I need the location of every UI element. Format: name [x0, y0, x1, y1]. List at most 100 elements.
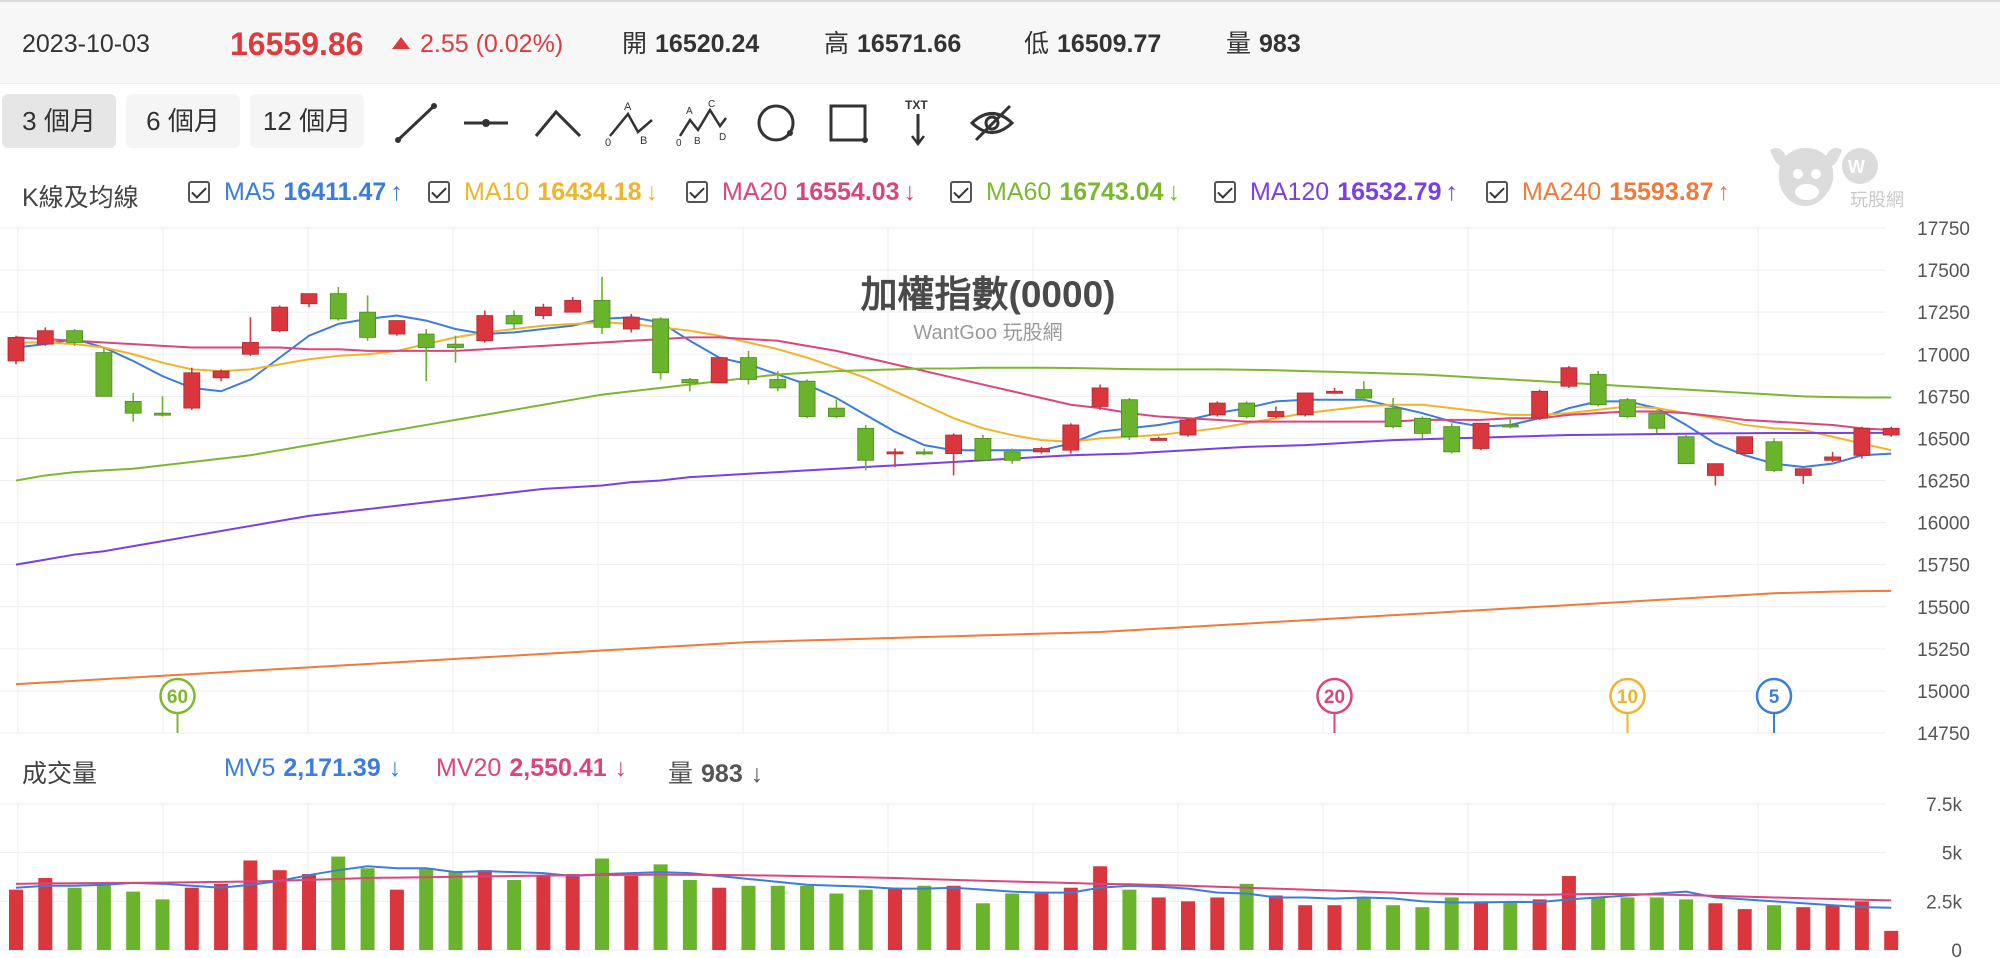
- ma10-checkbox[interactable]: [428, 181, 450, 203]
- candle-body: [359, 311, 377, 338]
- open-value: 16520.24: [655, 30, 760, 58]
- volume-bar: [507, 879, 522, 950]
- candle-body: [710, 357, 728, 384]
- volume-bar: [1825, 905, 1840, 950]
- volume-bar: [946, 885, 961, 950]
- y-tick-label: 16750: [1917, 387, 1970, 408]
- y-tick-label: 17250: [1917, 303, 1970, 324]
- volume-bar: [1122, 889, 1137, 950]
- volume-bar: [1884, 930, 1899, 950]
- candle-body: [974, 438, 992, 461]
- candle-body: [1267, 411, 1285, 417]
- ma240-name: MA240: [1522, 178, 1602, 206]
- range-12-months-button[interactable]: 12 個月: [250, 94, 364, 148]
- ma240-checkbox[interactable]: [1486, 181, 1508, 203]
- candle-body: [300, 293, 318, 305]
- candle-body: [945, 434, 962, 454]
- circle-icon[interactable]: [750, 98, 802, 148]
- ma-line-ma20: [15, 336, 1892, 431]
- y-tick-label: 16500: [1917, 429, 1970, 450]
- candle-body: [388, 320, 406, 335]
- ma120-toggle[interactable]: MA120 16532.79 ↑: [1214, 178, 1458, 207]
- candle-body: [1765, 441, 1783, 471]
- ma5-toggle[interactable]: MA5 16411.47 ↑: [188, 178, 403, 207]
- trend-line-icon[interactable]: [390, 98, 442, 148]
- candle-body: [1677, 436, 1695, 465]
- y-tick-label: 15500: [1917, 598, 1970, 619]
- volume-legend: 成交量 MV5 2,171.39 ↓ MV20 2,550.41 ↓ 量 983 ↓: [0, 748, 1900, 792]
- ma10-value: 16434.18: [537, 178, 642, 206]
- ma20-toggle[interactable]: MA20 16554.03 ↓: [686, 178, 916, 207]
- angle-line-icon[interactable]: [532, 98, 584, 148]
- range-6-months-button[interactable]: 6 個月: [126, 94, 240, 148]
- volume-bar: [67, 887, 82, 950]
- volume-bar: [38, 877, 53, 950]
- candle-body: [447, 343, 464, 348]
- range-3-months-button[interactable]: 3 個月: [2, 94, 116, 148]
- candle-body: [564, 299, 582, 313]
- volume-bar: [624, 876, 639, 950]
- volume-bar: [1649, 897, 1664, 950]
- kline-chart[interactable]: 17750 17500 17250 17000 16750 16500 16250 16000…: [0, 220, 2000, 740]
- mv-line-mv20: [15, 873, 1892, 902]
- volume-bar: [243, 860, 258, 950]
- hide-eye-icon[interactable]: [966, 98, 1018, 148]
- candle-body: [1355, 389, 1373, 399]
- top-border: [0, 0, 2000, 2]
- ma-marker-label: 5: [1769, 687, 1780, 708]
- candle-body: [1619, 399, 1636, 417]
- ma-marker-circle: [1755, 677, 1793, 715]
- rectangle-icon[interactable]: [822, 98, 874, 148]
- wantgoo-logo: W: [1764, 140, 1924, 216]
- candle-body: [1501, 424, 1519, 428]
- volume-bar: [1034, 893, 1049, 950]
- ma-marker-label: 60: [167, 687, 188, 708]
- ma10-toggle[interactable]: MA10 16434.18 ↓: [428, 178, 658, 207]
- volume-bar: [917, 885, 932, 950]
- ma-marker-circle: [1316, 677, 1353, 715]
- ma120-name: MA120: [1250, 178, 1330, 206]
- horizontal-line-icon[interactable]: [460, 98, 512, 148]
- candle-body: [66, 330, 83, 343]
- volume-bar: [448, 872, 463, 950]
- candle-body: [271, 306, 289, 332]
- abcd-pattern-icon[interactable]: 0 A B C D: [676, 98, 728, 149]
- candle-body: [769, 379, 787, 389]
- candle-body: [124, 400, 142, 414]
- ma20-checkbox[interactable]: [686, 181, 708, 203]
- volume-bar: [1093, 866, 1108, 950]
- volume-bar: [184, 887, 199, 950]
- toolbar: 3 個月 6 個月 12 個月 0 A B 0 A B C D TXT: [0, 84, 2000, 168]
- volume-chart[interactable]: 7.5k 5k 2.5k 0: [0, 740, 2000, 958]
- volume-bar: [800, 885, 815, 950]
- vol-value: 983: [701, 760, 743, 788]
- candle-body: [241, 342, 259, 355]
- candle-body: [1150, 438, 1168, 441]
- candle-body: [1179, 419, 1197, 436]
- y-tick-label: 14750: [1917, 724, 1970, 740]
- vol-arrow-icon: ↓: [750, 760, 764, 788]
- abc-zero-label: 0: [605, 137, 611, 148]
- candle-body: [1531, 390, 1548, 419]
- volume-bar: [1737, 909, 1752, 950]
- volume-bar: [1239, 883, 1254, 950]
- ma60-checkbox[interactable]: [950, 181, 972, 203]
- abc-pattern-icon[interactable]: 0 A B: [604, 98, 656, 149]
- candle-body: [505, 315, 523, 325]
- ma240-toggle[interactable]: MA240 15593.87 ↑: [1486, 178, 1730, 207]
- text-marker-icon[interactable]: TXT: [892, 98, 944, 148]
- mv5-name: MV5: [224, 754, 276, 782]
- volume-bar: [829, 893, 844, 950]
- volume-bar: [302, 874, 316, 950]
- mv5-legend: MV5 2,171.39 ↓: [224, 754, 401, 783]
- ma60-toggle[interactable]: MA60 16743.04 ↓: [950, 178, 1180, 207]
- volume-bar: [1591, 897, 1606, 950]
- up-triangle-icon: [392, 37, 410, 49]
- ma120-value: 16532.79: [1337, 178, 1442, 206]
- open-price: 開 16520.24: [622, 2, 759, 84]
- ma120-checkbox[interactable]: [1214, 181, 1236, 203]
- ma5-checkbox[interactable]: [188, 181, 210, 203]
- volume-bar: [682, 879, 697, 950]
- ma240-arrow-icon: ↑: [1717, 178, 1731, 206]
- low-label: 低: [1024, 30, 1050, 58]
